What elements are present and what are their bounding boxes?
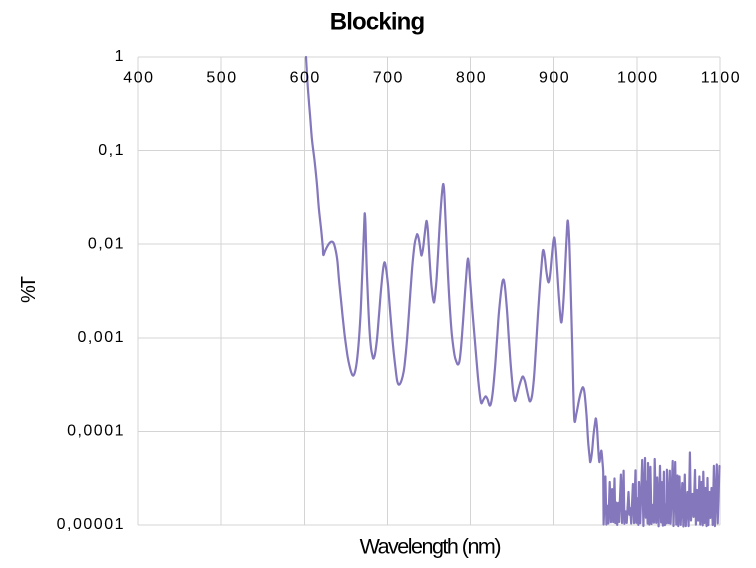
svg-text:500: 500 xyxy=(206,69,237,86)
svg-text:1: 1 xyxy=(115,48,125,65)
svg-text:Blocking: Blocking xyxy=(330,9,425,36)
svg-text:%T: %T xyxy=(18,276,40,303)
svg-text:0,01: 0,01 xyxy=(88,235,125,252)
svg-text:1100: 1100 xyxy=(701,69,741,86)
svg-text:0,0001: 0,0001 xyxy=(67,423,125,440)
svg-text:400: 400 xyxy=(123,69,154,86)
svg-text:700: 700 xyxy=(373,69,404,86)
svg-text:Wavelength (nm): Wavelength (nm) xyxy=(360,535,501,559)
svg-text:800: 800 xyxy=(456,69,487,86)
svg-text:0,001: 0,001 xyxy=(77,329,125,346)
svg-text:1000: 1000 xyxy=(617,69,659,86)
svg-text:900: 900 xyxy=(539,69,570,86)
svg-text:0,00001: 0,00001 xyxy=(57,516,125,533)
svg-text:600: 600 xyxy=(290,69,321,86)
svg-text:0,1: 0,1 xyxy=(98,142,125,159)
